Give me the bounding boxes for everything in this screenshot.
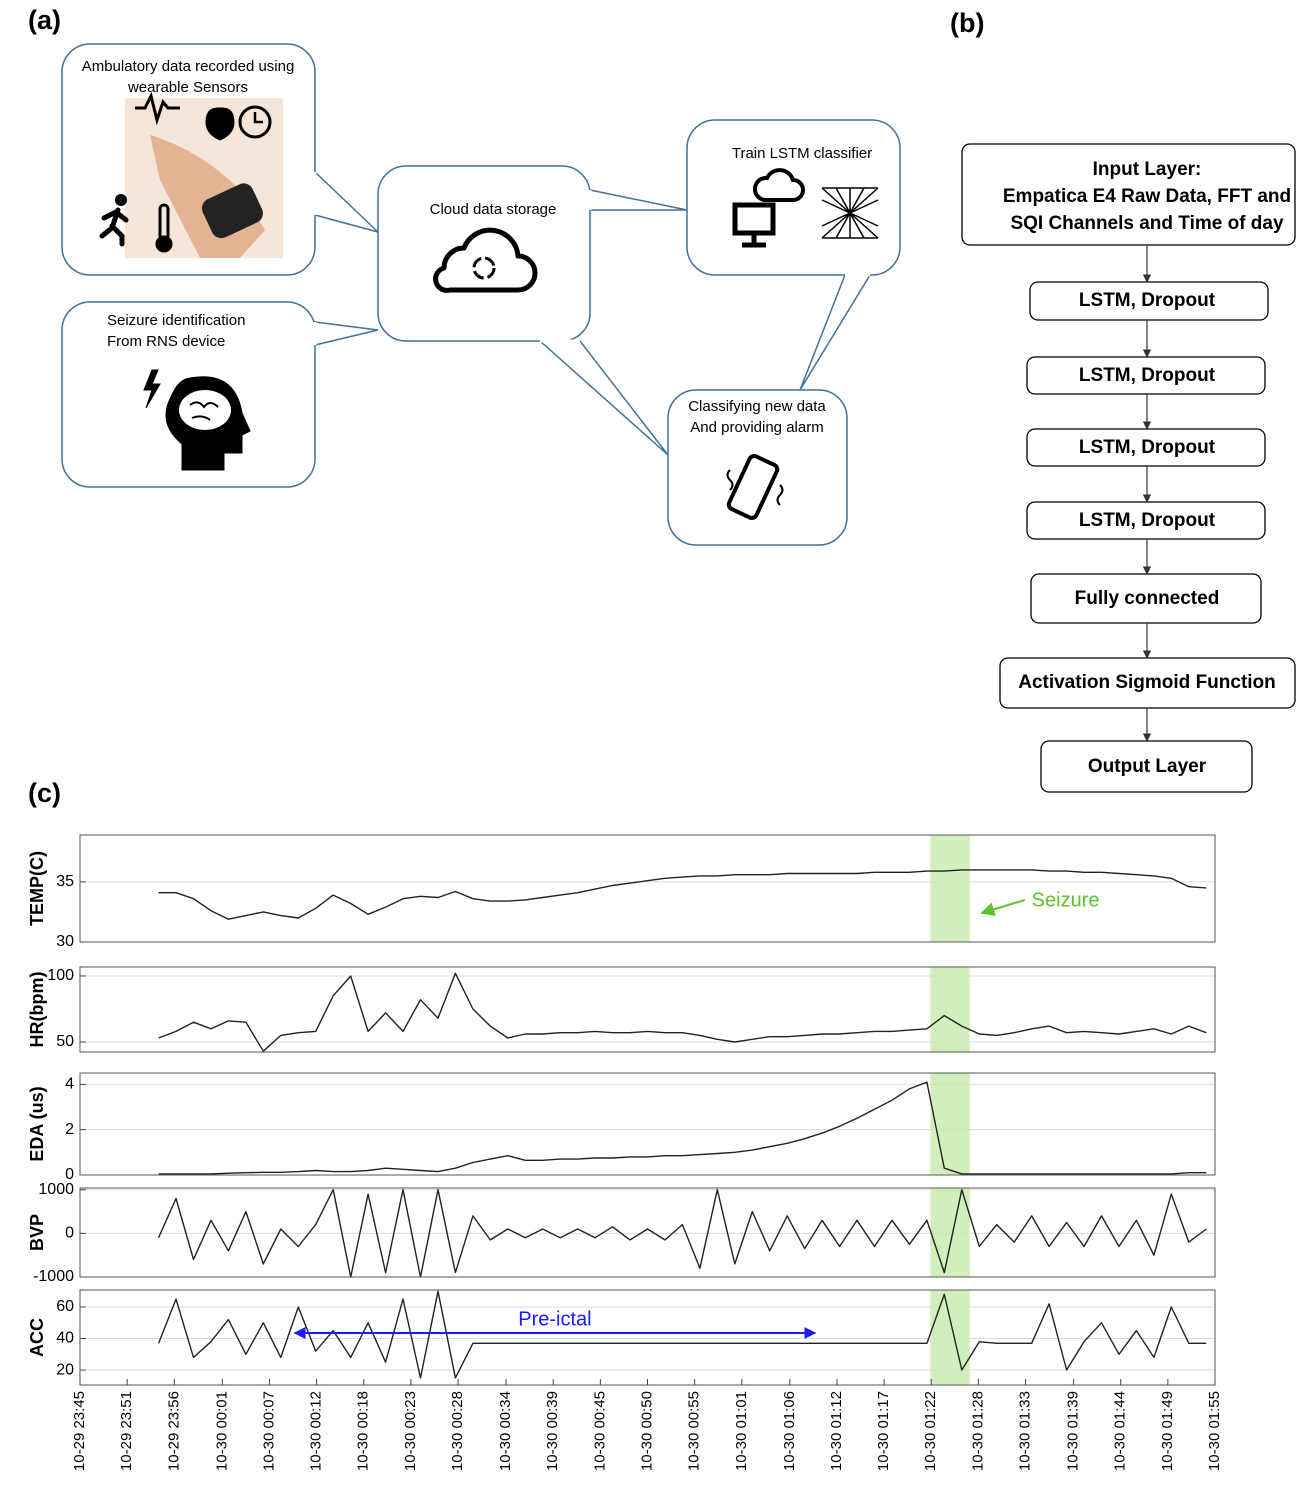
page: {"panels": {"a": "(a)", "b": "(b)", "c":… xyxy=(0,0,1306,1492)
x-tick-label: 10-30 00:50 xyxy=(638,1391,655,1471)
flowchart: Input Layer: Empatica E4 Raw Data, FFT an… xyxy=(962,144,1295,792)
x-tick-label: 10-30 00:39 xyxy=(544,1391,561,1471)
x-tick-label: 10-30 01:12 xyxy=(828,1391,845,1471)
flow-text: Activation Sigmoid Function xyxy=(1018,672,1276,693)
x-tick-label: 10-30 01:49 xyxy=(1159,1391,1176,1471)
y-tick-label: 2 xyxy=(65,1121,74,1138)
bubble-text: From RNS device xyxy=(107,333,225,350)
panel-label: (a) xyxy=(28,5,61,35)
x-tick-label: 10-30 00:28 xyxy=(449,1391,466,1471)
bubble-tail xyxy=(315,172,378,232)
figure: Ambulatory data recorded using wearable S… xyxy=(0,0,1306,1492)
y-tick-label: 30 xyxy=(56,933,74,950)
x-tick-label: 10-30 01:44 xyxy=(1112,1391,1129,1471)
bubble-text: wearable Sensors xyxy=(127,79,248,96)
x-tick-label: 10-29 23:51 xyxy=(118,1391,135,1471)
x-tick-label: 10-30 00:01 xyxy=(213,1391,230,1471)
charts: 30 35 TEMP(C) Seizure 50 100HR(bpm) 0 2 4 EDA (us… xyxy=(27,835,1223,1471)
flow-text: SQI Channels and Time of day xyxy=(1010,213,1284,234)
x-tick-label: 10-30 01:39 xyxy=(1065,1391,1082,1471)
plot-area xyxy=(80,1073,1215,1175)
x-tick-label: 10-30 01:55 xyxy=(1206,1391,1223,1471)
y-tick-label: 60 xyxy=(56,1298,74,1315)
seizure-band xyxy=(930,1188,969,1277)
bubble-tail xyxy=(540,341,668,455)
annotation: Seizure xyxy=(1032,889,1100,911)
x-tick-label: 10-29 23:56 xyxy=(165,1391,182,1471)
bubble-text: Seizure identification xyxy=(107,312,245,329)
flow-text: Output Layer xyxy=(1088,756,1207,777)
bubble xyxy=(378,166,590,341)
bubble-text: Ambulatory data recorded using xyxy=(82,58,295,75)
flow-text: LSTM, Dropout xyxy=(1079,510,1216,531)
annotation: Pre-ictal xyxy=(518,1308,591,1330)
y-tick-label: 40 xyxy=(56,1330,74,1347)
seizure-band xyxy=(930,835,969,942)
y-tick-label: 4 xyxy=(65,1076,74,1093)
bubble-tail xyxy=(800,275,870,390)
flow-text: Input Layer: xyxy=(1093,159,1202,180)
y-axis-label: ACC xyxy=(27,1318,47,1357)
plot-area xyxy=(80,1188,1215,1277)
flow-text: LSTM, Dropout xyxy=(1079,365,1216,386)
flow-text: LSTM, Dropout xyxy=(1079,290,1216,311)
plot-area xyxy=(80,967,1215,1052)
y-tick-label: 0 xyxy=(65,1225,74,1242)
x-tick-label: 10-30 01:01 xyxy=(733,1391,750,1471)
x-tick-label: 10-29 23:45 xyxy=(71,1391,88,1471)
bubble-text: Cloud data storage xyxy=(430,201,557,218)
bubble-text: And providing alarm xyxy=(690,419,823,436)
x-tick-label: 10-30 00:07 xyxy=(260,1391,277,1471)
y-tick-label: -1000 xyxy=(33,1268,74,1285)
x-tick-label: 10-30 00:23 xyxy=(402,1391,419,1471)
y-axis-label: BVP xyxy=(27,1214,47,1251)
y-tick-label: 20 xyxy=(56,1361,74,1378)
x-tick-label: 10-30 01:33 xyxy=(1017,1391,1034,1471)
x-tick-label: 10-30 01:22 xyxy=(922,1391,939,1471)
y-axis-label: EDA (us) xyxy=(27,1086,47,1161)
seizure-band xyxy=(930,1290,969,1385)
x-tick-label: 10-30 01:28 xyxy=(969,1391,986,1471)
x-tick-label: 10-30 00:34 xyxy=(497,1391,514,1471)
y-axis-label: TEMP(C) xyxy=(27,851,47,926)
panel-label: (c) xyxy=(28,778,61,808)
flow-text: Empatica E4 Raw Data, FFT and xyxy=(1003,186,1291,207)
x-tick-label: 10-30 00:12 xyxy=(308,1391,325,1471)
x-tick-label: 10-30 00:55 xyxy=(686,1391,703,1471)
x-tick-label: 10-30 00:45 xyxy=(591,1391,608,1471)
panel-label: (b) xyxy=(950,8,984,38)
thermometer-bulb xyxy=(156,236,172,252)
plot-area xyxy=(80,1290,1215,1385)
runner-head xyxy=(115,194,127,206)
y-tick-label: 100 xyxy=(47,967,74,984)
y-tick-label: 50 xyxy=(56,1033,74,1050)
y-tick-label: 1000 xyxy=(38,1181,74,1198)
y-tick-label: 35 xyxy=(56,873,74,890)
brain-icon xyxy=(179,390,231,430)
y-axis-label: HR(bpm) xyxy=(27,972,47,1048)
flow-text: Fully connected xyxy=(1075,588,1220,609)
bubble-text: Classifying new data xyxy=(688,398,826,415)
seizure-band xyxy=(930,967,969,1052)
x-tick-label: 10-30 00:18 xyxy=(355,1391,372,1471)
x-tick-label: 10-30 01:06 xyxy=(781,1391,798,1471)
flow-text: LSTM, Dropout xyxy=(1079,437,1216,458)
bubble-tail xyxy=(590,190,687,210)
seizure-band xyxy=(930,1073,969,1175)
x-tick-label: 10-30 01:17 xyxy=(875,1391,892,1471)
bubble-tail xyxy=(315,322,378,345)
bubble-text: Train LSTM classifier xyxy=(732,145,872,162)
